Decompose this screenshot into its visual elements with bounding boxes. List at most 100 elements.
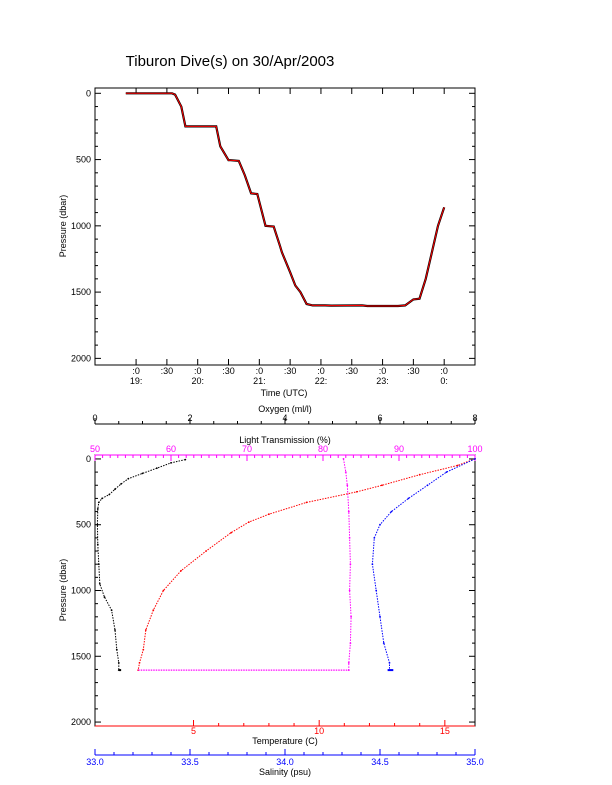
- salinity-point: [407, 497, 410, 500]
- oxygen-point: [114, 629, 116, 631]
- top-x-hour-label: 22:: [315, 376, 328, 386]
- oxygen-tick-label: 0: [92, 413, 97, 423]
- oxygen-point: [170, 462, 172, 464]
- oxygen-point: [96, 523, 99, 526]
- oxygen-point: [155, 467, 158, 470]
- top-x-hour-label: 21:: [253, 376, 266, 386]
- oxygen-point: [97, 501, 100, 504]
- top-x-tick-label: :0: [317, 366, 325, 376]
- salinity-axis-label: Salinity (psu): [259, 767, 311, 777]
- oxygen-axis-label: Oxygen (ml/l): [258, 404, 312, 414]
- oxygen-point: [110, 609, 113, 612]
- salinity-point: [373, 537, 376, 539]
- top-y-tick-label: 1000: [71, 221, 91, 231]
- top-y-axis: 0 500 1000 1500 2000: [71, 88, 475, 363]
- oxygen-point: [120, 483, 122, 485]
- pressure-points-line: [125, 92, 446, 308]
- temperature-point: [180, 569, 182, 572]
- salinity-point: [390, 510, 393, 513]
- salinity-profile-line: [371, 458, 476, 671]
- temperature-point: [456, 464, 459, 467]
- temperature-point: [144, 629, 147, 631]
- light_transmission-point: [349, 642, 352, 644]
- salinity-point: [388, 662, 391, 664]
- temperature-point: [142, 648, 145, 651]
- oxygen-point: [184, 458, 187, 461]
- light_transmission-tick-label: 70: [242, 444, 252, 454]
- top-x-axis-label: Time (UTC): [261, 388, 308, 398]
- light_transmission-tick-label: 50: [90, 444, 100, 454]
- temperature-profile-line: [137, 458, 476, 671]
- top-x-tick-label: :30: [222, 366, 235, 376]
- salinity-point: [426, 484, 429, 487]
- top-y-tick-label: 1500: [71, 287, 91, 297]
- light-transmission-axis-label: Light Transmission (%): [239, 435, 331, 445]
- salinity-point: [371, 563, 374, 566]
- top-y-tick-label: 2000: [71, 353, 91, 363]
- light_transmission-point: [348, 589, 351, 592]
- light_transmission-point: [348, 537, 351, 539]
- oxygen-point: [96, 508, 99, 510]
- oxygen-tick-label: 4: [282, 413, 287, 423]
- oxygen-point: [98, 583, 101, 585]
- profile-chart: 0 500 1000 1500 2000 0 2 4 6 8 50 60 70 80 90 100 5 10…: [58, 404, 484, 777]
- oxygen-tick-label: 6: [377, 413, 382, 423]
- oxygen-point: [141, 472, 144, 475]
- oxygen-point: [97, 563, 100, 566]
- oxygen-point: [115, 648, 118, 651]
- light_transmission-point: [347, 662, 350, 664]
- temperature-point: [230, 531, 233, 534]
- top-x-hour-label: 19:: [130, 376, 143, 386]
- bottom-y-tick-label: 1500: [71, 651, 91, 661]
- salinity-point: [375, 589, 378, 592]
- top-x-tick-label: :0: [132, 366, 140, 376]
- light_transmission-point: [342, 458, 345, 460]
- light_transmission-tick-label: 80: [318, 444, 328, 454]
- light_transmission-tick-label: 90: [394, 444, 404, 454]
- oxygen-tick-label: 2: [187, 413, 192, 423]
- temperature-tick-label: 10: [314, 726, 324, 736]
- temperature-axis: 5 10 15: [95, 720, 475, 736]
- bottom-plot-frame: [94, 454, 476, 727]
- top-x-tick-label: :0: [440, 366, 448, 376]
- top-x-tick-label: :30: [284, 366, 297, 376]
- bottom-y-axis: 0 500 1000 1500 2000: [71, 454, 475, 727]
- light_transmission-point: [347, 510, 350, 513]
- bottom-y-axis-label: Pressure (dbar): [58, 559, 68, 622]
- top-x-tick-label: :30: [407, 366, 420, 376]
- top-x-tick-label: :0: [194, 366, 202, 376]
- salinity-axis: 33.0 33.5 34.0 34.5 35.0: [86, 749, 484, 767]
- top-y-tick-label: 500: [76, 155, 91, 165]
- top-x-axis: :019::30:020::30:021::30:022::30:023::30…: [130, 88, 448, 386]
- oxygen-point: [103, 596, 106, 598]
- salinity-point: [445, 471, 448, 473]
- temperature-point: [356, 490, 358, 493]
- light-transmission-axis: 50 60 70 80 90 100: [90, 444, 483, 461]
- top-x-hour-label: 20:: [191, 376, 204, 386]
- light_transmission-tick-label: 100: [467, 444, 482, 454]
- top-y-tick-label: 0: [86, 88, 91, 98]
- salinity-tick-label: 33.5: [181, 757, 199, 767]
- bottom-y-tick-label: 0: [86, 454, 91, 464]
- temperature-point: [268, 513, 270, 516]
- bottom-y-tick-label: 1000: [71, 586, 91, 596]
- temperature-point: [138, 662, 141, 664]
- bottom-y-tick-label: 2000: [71, 717, 91, 727]
- light_transmission-point: [346, 484, 349, 487]
- oxygen-profile-line: [96, 459, 186, 671]
- light_transmission-point: [344, 471, 347, 473]
- salinity-point: [474, 458, 476, 460]
- oxygen-tick-label: 8: [472, 413, 477, 423]
- oxygen-axis: 0 2 4 6 8: [92, 413, 478, 425]
- temperature-point: [247, 521, 250, 523]
- top-x-tick-label: :0: [379, 366, 387, 376]
- salinity-point: [382, 642, 385, 644]
- light_transmission-point: [349, 563, 352, 566]
- top-series-group: [125, 92, 446, 308]
- pressure-time-line: [125, 92, 445, 307]
- temperature-tick-label: 5: [191, 726, 196, 736]
- top-x-tick-label: :0: [256, 366, 264, 376]
- light_transmission-tick-label: 60: [166, 444, 176, 454]
- salinity-tick-label: 35.0: [466, 757, 484, 767]
